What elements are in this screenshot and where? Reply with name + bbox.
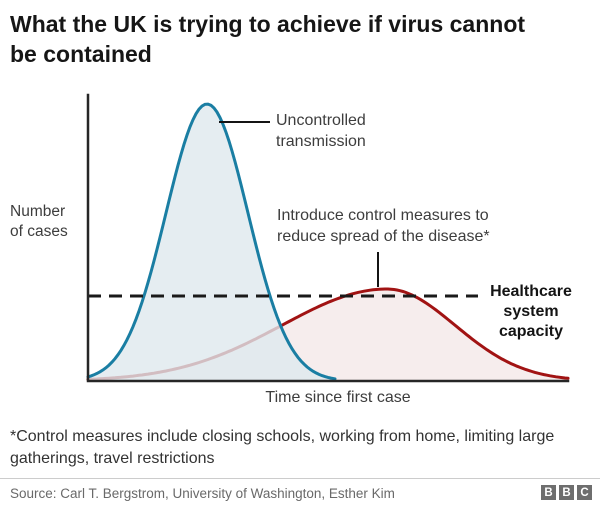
annotation-control-line-2: reduce spread of the disease* [277, 227, 490, 245]
chart-axes [86, 93, 570, 383]
annotation-uncontrolled-line-2: transmission [276, 132, 366, 150]
source-bar: Source: Carl T. Bergstrom, University of… [0, 478, 600, 506]
page-title: What the UK is trying to achieve if viru… [10, 9, 595, 70]
source-credit: Source: Carl T. Bergstrom, University of… [10, 486, 395, 501]
y-axis-label-line-1: Number [10, 203, 66, 220]
annotation-capacity-line-3: capacity [498, 323, 564, 340]
annotation-uncontrolled-line-1: Uncontrolled [276, 112, 366, 129]
page-title-line-2: be contained [10, 41, 152, 68]
annotation-capacity-line-2: system [503, 303, 559, 320]
y-axis-label-line-2: of cases [10, 223, 68, 241]
x-axis-label: Time since first case [265, 389, 411, 406]
bbc-logo-letter-b1: B [541, 485, 556, 500]
uncontrolled-curve-area [88, 104, 335, 381]
annotation-healthcare-capacity: Healthcare system capacity [479, 282, 583, 342]
footnote-line-1: *Control measures include closing school… [10, 428, 555, 445]
uncontrolled-curve-line [86, 102, 337, 381]
bbc-logo-letter-b2: B [559, 485, 574, 500]
footnote-line-2: gatherings, travel restrictions [10, 450, 215, 468]
annotation-capacity-line-1: Healthcare [490, 283, 572, 300]
annotation-control-line-1: Introduce control measures to [277, 207, 489, 224]
bbc-logo-letter-c: C [577, 485, 592, 500]
annotation-control-measures: Introduce control measures to reduce spr… [277, 206, 490, 248]
page-title-line-1: What the UK is trying to achieve if viru… [10, 11, 526, 37]
controlled-curve-area [88, 289, 568, 381]
annotation-uncontrolled-transmission: Uncontrolled transmission [276, 111, 366, 153]
epidemic-curve-chart: Number of cases Uncontrolled transmissio… [0, 75, 600, 410]
y-axis-label: Number of cases [10, 202, 68, 242]
footnote: *Control measures include closing school… [10, 426, 598, 471]
chart-canvas [86, 93, 570, 383]
bbc-logo: B B C [541, 485, 592, 500]
